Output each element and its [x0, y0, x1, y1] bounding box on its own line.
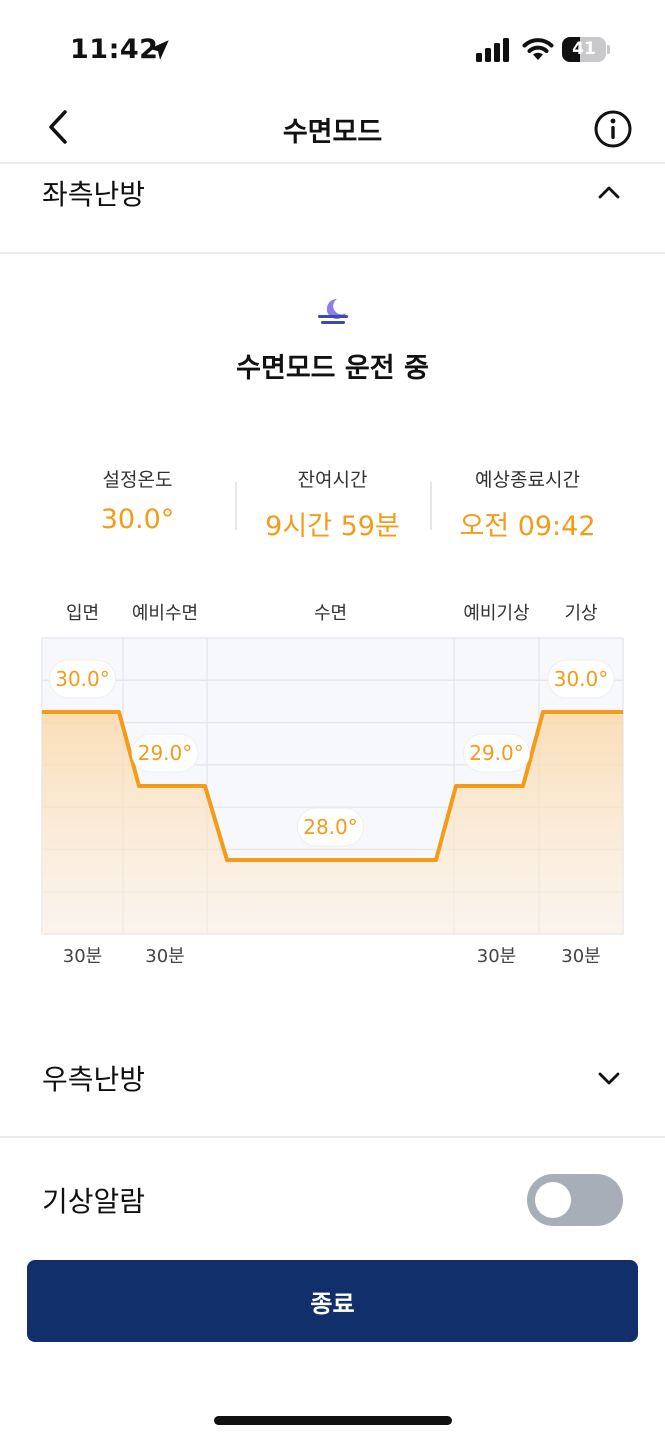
info-label: 설정온도	[102, 469, 173, 491]
chart-point-pill	[297, 807, 364, 847]
left-heating-header[interactable]: 좌측난방	[0, 166, 665, 220]
set-temperature: 설정온도 30.0°	[40, 460, 235, 535]
cellular-signal-icon	[476, 38, 509, 62]
sleep-mode-status: 수면모드 운전 중	[236, 353, 429, 384]
info-label: 예상종료시간	[475, 469, 580, 491]
chart-phase-label: 수면	[314, 603, 347, 624]
info-label: 잔여시간	[297, 469, 368, 491]
divider	[0, 252, 665, 254]
chart-area-fill	[42, 712, 623, 934]
end-button[interactable]: 종료	[27, 1260, 638, 1342]
chart-point-label: 28.0°	[303, 815, 358, 839]
home-indicator	[214, 1416, 452, 1425]
back-chevron-icon	[49, 110, 67, 144]
chart-point-pill	[463, 733, 530, 773]
divider	[0, 1136, 665, 1138]
remaining-time: 잔여시간 9시간 59분	[235, 460, 430, 542]
back-button[interactable]	[36, 104, 80, 150]
status-time: 11:42	[70, 34, 159, 65]
chart-point-label: 30.0°	[55, 667, 110, 691]
sleep-schedule-chart: 입면 예비수면 수면 예비기상 기상 30.0° 29.0° 28.0° 29.0° 30.0° 3…	[0, 590, 665, 980]
chart-duration-label: 30분	[561, 946, 600, 967]
right-heating-header[interactable]: 우측난방	[0, 1050, 665, 1106]
info-value: 9시간 59분	[265, 511, 400, 542]
chart-temperature-line	[42, 710, 623, 862]
nav-bar: 수면모드	[0, 90, 665, 164]
info-icon[interactable]	[591, 107, 635, 151]
chart-phase-label: 기상	[564, 603, 597, 624]
chart-point-pill	[547, 659, 615, 699]
wake-alarm-row: 기상알람	[0, 1170, 665, 1230]
chart-point-label: 29.0°	[138, 741, 193, 765]
left-heating-title: 좌측난방	[42, 178, 146, 211]
info-value: 30.0°	[100, 504, 175, 535]
info-value: 오전 09:42	[459, 511, 596, 542]
chart-duration-label: 30분	[477, 946, 516, 967]
chart-phase-label: 예비수면	[132, 603, 198, 624]
page-title: 수면모드	[282, 117, 383, 148]
battery-percent: 41	[572, 39, 596, 59]
battery-icon: 41	[562, 37, 610, 62]
chart-duration-label: 30분	[145, 946, 184, 967]
chart-phase-label: 입면	[66, 603, 99, 624]
wake-alarm-toggle[interactable]	[527, 1174, 623, 1226]
status-bar: 11:42 41	[0, 0, 665, 100]
chart-canvas: 입면 예비수면 수면 예비기상 기상 30.0° 29.0° 28.0° 29.0° 30.0° 3…	[41, 603, 624, 967]
chart-point-label: 29.0°	[469, 741, 524, 765]
location-arrow-icon	[149, 40, 169, 60]
chart-duration-label: 30분	[63, 946, 102, 967]
chart-point-pill	[49, 659, 116, 699]
chart-phase-label: 예비기상	[463, 603, 529, 624]
sleep-info: 설정온도 30.0° 잔여시간 9시간 59분 예상종료시간 오전 09:42	[40, 460, 625, 542]
wake-alarm-label: 기상알람	[42, 1185, 146, 1218]
wifi-icon	[522, 38, 554, 60]
chevron-down-icon	[598, 1072, 620, 1085]
chart-point-pill	[131, 733, 199, 773]
chart-point-label: 30.0°	[554, 667, 609, 691]
right-heating-title: 우측난방	[42, 1063, 146, 1096]
toggle-knob	[535, 1182, 571, 1218]
chevron-up-icon	[598, 186, 620, 199]
moon-icon	[318, 298, 348, 324]
expected-end-time: 예상종료시간 오전 09:42	[430, 460, 625, 542]
